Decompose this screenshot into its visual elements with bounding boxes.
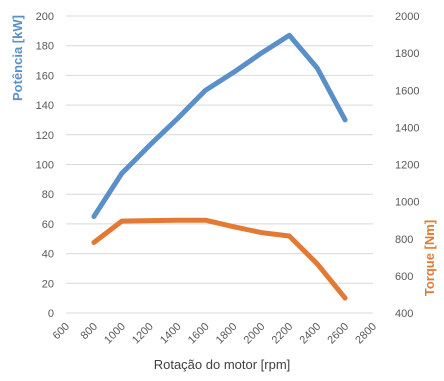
series-lines xyxy=(91,32,348,301)
x-tick-label: 2400 xyxy=(298,321,324,347)
torque-series-line xyxy=(91,217,348,301)
y-tick-label-left: 20 xyxy=(42,278,54,290)
x-tick-label: 600 xyxy=(51,321,72,342)
x-tick-label: 2000 xyxy=(242,321,268,347)
y-tick-label-right: 400 xyxy=(395,308,413,320)
y-tick-label-left: 160 xyxy=(36,70,54,82)
power-series-line xyxy=(91,32,348,219)
x-axis-label: Rotação do motor [rpm] xyxy=(154,357,291,372)
x-tick-label: 2800 xyxy=(353,321,379,347)
y-tick-label-right: 1400 xyxy=(395,122,419,134)
right-axis-ticks: 400 600 800 1000 1200 1400 1600 1800 2000 xyxy=(395,11,419,320)
grid-lines xyxy=(66,15,373,314)
x-tick-label: 1000 xyxy=(102,321,128,347)
left-axis-ticks: 0 20 40 60 80 100 120 140 160 180 200 xyxy=(36,11,54,320)
x-tick-label: 1200 xyxy=(130,321,156,347)
y-tick-label-left: 80 xyxy=(42,189,54,201)
y-tick-label-right: 1000 xyxy=(395,197,419,209)
y-tick-label-left: 40 xyxy=(42,249,54,261)
x-tick-label: 2600 xyxy=(325,321,351,347)
y-tick-label-right: 1800 xyxy=(395,48,419,60)
x-tick-label: 800 xyxy=(79,321,100,342)
y-axis-label-left: Potência [kW] xyxy=(10,15,25,101)
y-tick-label-right: 600 xyxy=(395,271,413,283)
y-tick-label-right: 1600 xyxy=(395,85,419,97)
y-tick-label-right: 2000 xyxy=(395,11,419,23)
y-tick-label-left: 100 xyxy=(36,160,54,172)
y-tick-label-left: 180 xyxy=(36,41,54,53)
x-tick-label: 2200 xyxy=(270,321,296,347)
x-tick-label: 1800 xyxy=(214,321,240,347)
y-tick-label-left: 140 xyxy=(36,100,54,112)
y-tick-label-right: 800 xyxy=(395,234,413,246)
x-tick-label: 1400 xyxy=(158,321,184,347)
y-tick-label-left: 60 xyxy=(42,219,54,231)
y-tick-label-right: 1200 xyxy=(395,160,419,172)
y-tick-label-left: 120 xyxy=(36,130,54,142)
y-tick-label-left: 0 xyxy=(48,308,54,320)
y-tick-label-left: 200 xyxy=(36,11,54,23)
x-axis-ticks: 600 800 1000 1200 1400 1600 1800 2000 2200 2400 26… xyxy=(51,321,379,347)
x-tick-label: 1600 xyxy=(186,321,212,347)
y-axis-label-right: Torque [Nm] xyxy=(422,220,437,296)
